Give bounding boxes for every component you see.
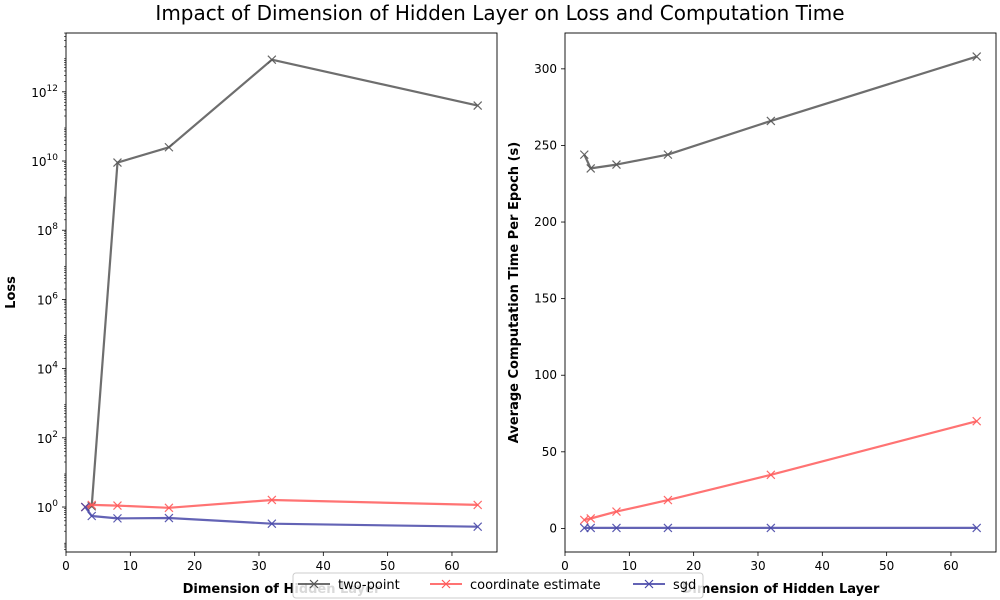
series-line-sgd	[84, 506, 478, 528]
legend-label: two-point	[338, 578, 400, 593]
data-point-sgd	[972, 523, 982, 533]
series-line-two-point	[85, 58, 478, 509]
data-point-coordinate-estimate	[164, 503, 174, 513]
data-point-two-point	[663, 150, 673, 160]
data-point-coordinate-estimate	[473, 500, 483, 510]
x-tick-label: 30	[750, 559, 765, 573]
data-point-coordinate-estimate	[972, 416, 982, 426]
data-point-sgd	[113, 513, 122, 523]
y-tick-label: 200	[534, 215, 557, 229]
time-chart: 0 10 20 30 40 50 60 0 50 100 150 200 250 300 Dimension…	[507, 32, 997, 597]
data-point-coordinate-estimate	[87, 500, 97, 510]
x-tick-label: 10	[123, 559, 138, 573]
x-tick-label: 30	[251, 559, 266, 573]
x-axis-label: Dimension of Hidden Layer	[682, 582, 880, 597]
data-point-two-point	[473, 101, 483, 111]
y-tick-label: 1010	[31, 153, 58, 169]
data-point-coordinate-estimate	[766, 470, 776, 480]
data-point-sgd	[80, 502, 90, 512]
data-point-sgd	[766, 523, 776, 533]
data-point-sgd	[473, 522, 483, 532]
data-point-coordinate-estimate	[663, 495, 673, 505]
data-point-sgd	[579, 523, 589, 533]
y-tick-label: 250	[534, 138, 557, 152]
data-point-sgd	[586, 523, 596, 533]
data-point-two-point	[164, 142, 174, 152]
legend-label: sgd	[673, 578, 696, 593]
data-point-two-point	[113, 158, 122, 168]
legend: two-point coordinate estimate sgd	[292, 572, 704, 599]
data-point-sgd	[87, 511, 97, 521]
data-point-two-point	[612, 160, 621, 170]
data-point-sgd	[267, 519, 277, 529]
y-tick-label: 108	[37, 222, 58, 238]
x-tick-label: 50	[879, 559, 894, 573]
y-tick-label: 100	[534, 368, 557, 382]
data-point-two-point	[579, 150, 589, 160]
plot-frame	[564, 32, 997, 553]
y-tick-label: 102	[37, 430, 58, 446]
loss-chart: 0 10 20 30 40 50 6010010210410610810101012Dime…	[4, 32, 498, 597]
x-tick-label: 0	[561, 559, 569, 573]
x-tick-label: 20	[187, 559, 202, 573]
x-tick-label: 40	[815, 559, 830, 573]
data-point-two-point	[267, 55, 277, 65]
x-tick-label: 40	[316, 559, 331, 573]
y-tick-label: 150	[534, 292, 557, 306]
legend-frame	[292, 572, 704, 599]
y-tick-label: 300	[534, 62, 557, 76]
series-line-coordinate-estimate	[84, 498, 478, 509]
y-axis-label: Loss	[4, 276, 19, 309]
x-tick-label: 20	[686, 559, 701, 573]
legend-label: coordinate estimate	[470, 578, 601, 593]
x-tick-label: 10	[622, 559, 637, 573]
y-tick-label: 1012	[31, 84, 58, 100]
y-tick-label: 50	[542, 445, 557, 459]
x-tick-label: 50	[380, 559, 395, 573]
data-point-coordinate-estimate	[612, 507, 621, 516]
legend-entry-sgd: sgd	[633, 578, 696, 593]
series-line-coordinate-estimate	[584, 420, 977, 522]
data-point-sgd	[164, 513, 174, 523]
data-point-coordinate-estimate	[113, 501, 122, 511]
y-axis-label: Average Computation Time Per Epoch (s)	[507, 142, 522, 443]
x-tick-label: 60	[444, 559, 459, 573]
x-tick-label: 60	[943, 559, 958, 573]
x-tick-label: 0	[62, 559, 70, 573]
y-tick-label: 104	[37, 361, 58, 377]
data-point-coordinate-estimate	[586, 514, 596, 523]
figure-title: Impact of Dimension of Hidden Layer on L…	[155, 1, 844, 25]
data-point-coordinate-estimate	[267, 495, 277, 505]
legend-entry-coordinate-estimate: coordinate estimate	[430, 578, 601, 593]
data-point-two-point	[766, 116, 776, 126]
data-point-two-point	[972, 52, 982, 62]
y-tick-label: 0	[549, 521, 557, 535]
legend-entry-two-point: two-point	[298, 578, 400, 593]
y-tick-label: 100	[37, 499, 58, 515]
data-point-two-point	[586, 163, 596, 173]
y-tick-label: 106	[37, 291, 58, 307]
data-point-sgd	[663, 523, 673, 533]
series-line-two-point	[583, 55, 978, 170]
plot-frame	[65, 32, 498, 553]
data-point-sgd	[612, 523, 621, 533]
